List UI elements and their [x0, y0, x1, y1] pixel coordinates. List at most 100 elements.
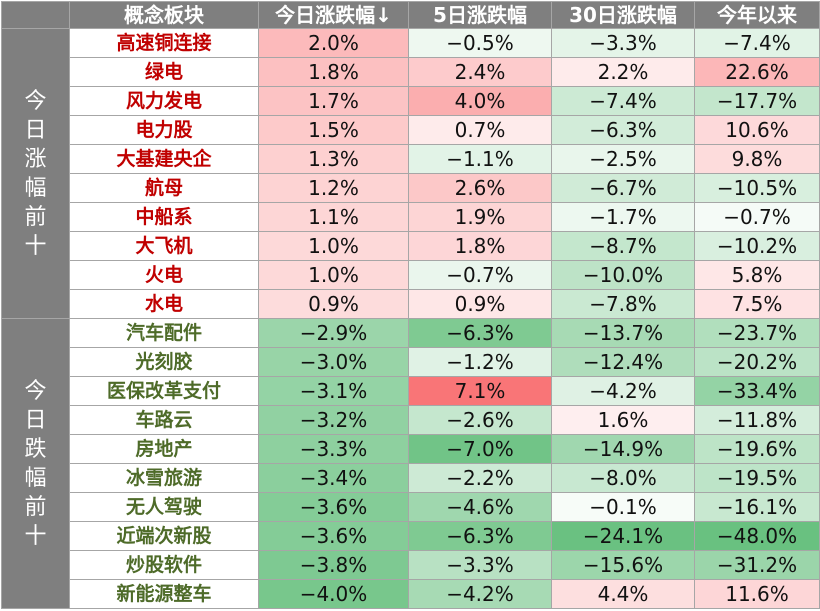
table-row: 冰雪旅游 −3.4% −2.2% −8.0% −19.5%	[2, 463, 820, 493]
cell-d30: 1.6%	[551, 405, 695, 435]
concept-name[interactable]: 水电	[69, 289, 259, 319]
concept-name[interactable]: 新能源整车	[69, 579, 259, 609]
cell-ytd: −11.8%	[694, 405, 820, 435]
cell-d5: −2.2%	[408, 463, 552, 493]
concept-name[interactable]: 无人驾驶	[69, 492, 259, 522]
header-5day-change[interactable]: 5日涨跌幅	[408, 1, 552, 29]
cell-d5: −2.6%	[408, 405, 552, 435]
header-30day-change[interactable]: 30日涨跌幅	[551, 1, 695, 29]
cell-d5: −6.3%	[408, 521, 552, 551]
header-today-change[interactable]: 今日涨跌幅↓	[258, 1, 409, 29]
cell-ytd: −10.5%	[694, 173, 820, 203]
table-row: 房地产 −3.3% −7.0% −14.9% −19.6%	[2, 434, 820, 464]
cell-today: −3.1%	[258, 376, 409, 406]
cell-d5: 0.7%	[408, 115, 552, 145]
table-row: 今日跌幅前十汽车配件 −2.9% −6.3% −13.7% −23.7%	[1, 318, 820, 609]
cell-ytd: −17.7%	[694, 86, 820, 116]
cell-ytd: 9.8%	[694, 144, 820, 174]
cell-ytd: 22.6%	[694, 57, 820, 87]
cell-today: −2.9%	[258, 318, 409, 348]
cell-today: −3.2%	[258, 405, 409, 435]
table-row: 无人驾驶 −3.6% −4.6% −0.1% −16.1%	[2, 492, 820, 522]
cell-today: −3.0%	[258, 347, 409, 377]
table-row: 新能源整车 −4.0% −4.2% 4.4% 11.6%	[2, 579, 820, 609]
concept-name[interactable]: 大基建央企	[69, 144, 259, 174]
cell-d30: −1.7%	[551, 202, 695, 232]
concept-name[interactable]: 炒股软件	[69, 550, 259, 580]
cell-ytd: −7.4%	[694, 28, 820, 58]
concept-name[interactable]: 光刻胶	[69, 347, 259, 377]
cell-ytd: −19.6%	[694, 434, 820, 464]
cell-d5: −0.7%	[408, 260, 552, 290]
concept-name[interactable]: 近端次新股	[69, 521, 259, 551]
cell-d30: −13.7%	[551, 318, 695, 348]
cell-ytd: 5.8%	[694, 260, 820, 290]
cell-d5: −3.3%	[408, 550, 552, 580]
cell-d5: −4.2%	[408, 579, 552, 609]
table-row: 绿电 1.8% 2.4% 2.2% 22.6%	[2, 57, 820, 87]
table-row: 光刻胶 −3.0% −1.2% −12.4% −20.2%	[2, 347, 820, 377]
cell-d30: −12.4%	[551, 347, 695, 377]
concept-name[interactable]: 大飞机	[69, 231, 259, 261]
cell-ytd: −33.4%	[694, 376, 820, 406]
concept-name[interactable]: 汽车配件	[69, 318, 259, 348]
cell-d5: 0.9%	[408, 289, 552, 319]
concept-name[interactable]: 中船系	[69, 202, 259, 232]
concept-name[interactable]: 房地产	[69, 434, 259, 464]
table-body: 今日涨幅前十高速铜连接 2.0% −0.5% −3.3% −7.4% 绿电 1.8% 2.4%…	[1, 28, 820, 609]
cell-ytd: −48.0%	[694, 521, 820, 551]
cell-d30: −2.5%	[551, 144, 695, 174]
table-row: 风力发电 1.7% 4.0% −7.4% −17.7%	[2, 86, 820, 116]
cell-d30: −0.1%	[551, 492, 695, 522]
header-concept: 概念板块	[69, 1, 259, 29]
cell-today: 1.1%	[258, 202, 409, 232]
cell-today: 0.9%	[258, 289, 409, 319]
header-group-spacer	[1, 1, 70, 29]
header-ytd-change[interactable]: 今年以来	[694, 1, 820, 29]
concept-name[interactable]: 电力股	[69, 115, 259, 145]
cell-d30: −15.6%	[551, 550, 695, 580]
cell-today: −4.0%	[258, 579, 409, 609]
cell-d30: −8.7%	[551, 231, 695, 261]
concept-name[interactable]: 高速铜连接	[69, 28, 259, 58]
cell-d30: −10.0%	[551, 260, 695, 290]
cell-d5: −4.6%	[408, 492, 552, 522]
cell-d5: 1.8%	[408, 231, 552, 261]
cell-d30: −3.3%	[551, 28, 695, 58]
cell-d5: −6.3%	[408, 318, 552, 348]
table-row: 火电 1.0% −0.7% −10.0% 5.8%	[2, 260, 820, 290]
cell-today: −3.3%	[258, 434, 409, 464]
cell-d30: −24.1%	[551, 521, 695, 551]
concept-name[interactable]: 火电	[69, 260, 259, 290]
cell-ytd: 7.5%	[694, 289, 820, 319]
concept-name[interactable]: 航母	[69, 173, 259, 203]
table-row: 今日涨幅前十高速铜连接 2.0% −0.5% −3.3% −7.4%	[1, 28, 820, 319]
cell-ytd: −23.7%	[694, 318, 820, 348]
cell-today: 1.8%	[258, 57, 409, 87]
cell-today: 1.3%	[258, 144, 409, 174]
cell-today: 1.7%	[258, 86, 409, 116]
concept-name[interactable]: 绿电	[69, 57, 259, 87]
concept-name[interactable]: 冰雪旅游	[69, 463, 259, 493]
cell-d5: 2.6%	[408, 173, 552, 203]
cell-today: 1.5%	[258, 115, 409, 145]
cell-d30: −6.3%	[551, 115, 695, 145]
cell-d5: −7.0%	[408, 434, 552, 464]
cell-d5: −1.1%	[408, 144, 552, 174]
cell-d30: 2.2%	[551, 57, 695, 87]
concept-name[interactable]: 风力发电	[69, 86, 259, 116]
table-row: 中船系 1.1% 1.9% −1.7% −0.7%	[2, 202, 820, 232]
cell-d30: −7.4%	[551, 86, 695, 116]
header-row: 概念板块 今日涨跌幅↓ 5日涨跌幅 30日涨跌幅 今年以来	[1, 1, 820, 29]
concept-name[interactable]: 医保改革支付	[69, 376, 259, 406]
table-row: 近端次新股 −3.6% −6.3% −24.1% −48.0%	[2, 521, 820, 551]
cell-today: 2.0%	[258, 28, 409, 58]
table-row: 医保改革支付 −3.1% 7.1% −4.2% −33.4%	[2, 376, 820, 406]
cell-today: −3.8%	[258, 550, 409, 580]
cell-d5: 1.9%	[408, 202, 552, 232]
concept-name[interactable]: 车路云	[69, 405, 259, 435]
table-row: 航母 1.2% 2.6% −6.7% −10.5%	[2, 173, 820, 203]
cell-d5: −1.2%	[408, 347, 552, 377]
cell-ytd: −0.7%	[694, 202, 820, 232]
cell-ytd: −10.2%	[694, 231, 820, 261]
